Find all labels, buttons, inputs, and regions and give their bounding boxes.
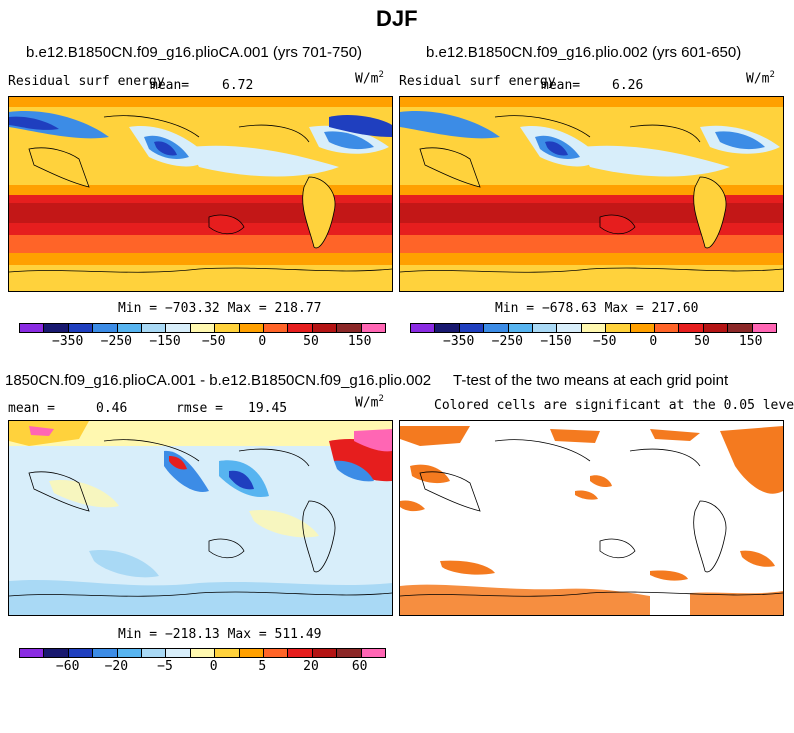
colorbar-swatch — [264, 649, 289, 657]
panel1-title: b.e12.B1850CN.f09_g16.plioCA.001 (yrs 70… — [26, 44, 363, 61]
colorbar-bottom — [19, 648, 386, 658]
map-panel-1 — [8, 96, 393, 292]
colorbar-swatch — [581, 324, 607, 332]
colorbar-tick-label: −60 — [55, 659, 80, 674]
colorbar-top-right — [410, 323, 777, 333]
panel1-mean-label: mean= — [150, 78, 190, 93]
colorbar-swatch — [68, 649, 94, 657]
panel2-minmax: Min = −678.63 Max = 217.60 — [495, 301, 699, 316]
colorbar-top-left — [19, 323, 386, 333]
panel1-minmax: Min = −703.32 Max = 218.77 — [118, 301, 322, 316]
panel3-minmax: Min = −218.13 Max = 511.49 — [118, 627, 322, 642]
colorbar-swatch — [190, 649, 216, 657]
panel2-mean-value: 6.26 — [612, 78, 644, 93]
colorbar-swatch — [630, 324, 656, 332]
colorbar-swatch — [142, 649, 167, 657]
colorbar-swatch — [361, 649, 386, 657]
colorbar-swatch — [679, 324, 704, 332]
colorbar-swatch — [459, 324, 485, 332]
colorbar-tick-label: 50 — [303, 334, 319, 349]
colorbar-swatch — [752, 324, 777, 332]
panel2-title: b.e12.B1850CN.f09_g16.plio.002 (yrs 601-… — [426, 44, 742, 61]
colorbar-tick-label: −50 — [592, 334, 617, 349]
colorbar-swatch — [239, 324, 265, 332]
colorbar-tick-label: 0 — [258, 334, 267, 349]
colorbar-swatch — [533, 324, 558, 332]
map-panel-4 — [399, 420, 784, 616]
energy-map-1 — [9, 97, 392, 291]
colorbar-swatch — [703, 324, 729, 332]
colorbar-tick-label: −20 — [104, 659, 129, 674]
panel4-subtitle: Colored cells are significant at the 0.0… — [434, 398, 794, 413]
panel3-mean-value: 0.46 — [96, 401, 128, 416]
colorbar-tick-label: 150 — [347, 334, 372, 349]
colorbar-swatch — [557, 324, 582, 332]
colorbar-swatch — [117, 324, 143, 332]
colorbar-swatch — [337, 324, 362, 332]
panel1-mean-value: 6.72 — [222, 78, 254, 93]
panel3-mean-label: mean = — [8, 401, 55, 416]
colorbar-swatch — [435, 324, 460, 332]
colorbar-swatch — [44, 324, 69, 332]
colorbar-swatch — [190, 324, 216, 332]
colorbar-tick-label: −5 — [157, 659, 173, 674]
panel4-title: T-test of the two means at each grid poi… — [453, 372, 729, 389]
colorbar-swatch — [264, 324, 289, 332]
colorbar-tick-label: −150 — [540, 334, 572, 349]
colorbar-swatch — [166, 324, 191, 332]
colorbar-swatch — [288, 324, 313, 332]
colorbar-swatch — [508, 324, 534, 332]
colorbar-swatch — [117, 649, 143, 657]
colorbar-tick-label: 20 — [303, 659, 319, 674]
colorbar-swatch — [93, 324, 118, 332]
panel2-mean-label: mean= — [541, 78, 581, 93]
colorbar-tick-label: −50 — [201, 334, 226, 349]
figure-title: DJF — [376, 6, 418, 31]
panel3-units: W/m2 — [355, 394, 384, 411]
difference-map — [9, 421, 392, 615]
colorbar-swatch — [606, 324, 631, 332]
colorbar-tick-label: 60 — [351, 659, 368, 674]
panel1-units: W/m2 — [355, 70, 384, 87]
colorbar-swatch — [312, 649, 338, 657]
panel2-variable: Residual surf energy — [399, 74, 556, 89]
colorbar-swatch — [337, 649, 362, 657]
ttest-map — [400, 421, 783, 615]
colorbar-tick-label: −350 — [52, 334, 84, 349]
panel3-rmse-label: rmse = — [176, 401, 223, 416]
map-panel-2 — [399, 96, 784, 292]
colorbar-swatch — [411, 324, 436, 332]
colorbar-swatch — [68, 324, 94, 332]
colorbar-swatch — [20, 649, 45, 657]
colorbar-swatch — [239, 649, 265, 657]
energy-map-2 — [400, 97, 783, 291]
colorbar-swatch — [288, 649, 313, 657]
colorbar-tick-label: −250 — [100, 334, 132, 349]
colorbar-swatch — [93, 649, 118, 657]
colorbar-swatch — [728, 324, 753, 332]
colorbar-swatch — [312, 324, 338, 332]
colorbar-tick-label: 0 — [209, 659, 218, 674]
colorbar-swatch — [44, 649, 69, 657]
panel3-title: 1850CN.f09_g16.plioCA.001 - b.e12.B1850C… — [5, 372, 432, 389]
colorbar-tick-label: 5 — [258, 659, 267, 674]
panel3-rmse-value: 19.45 — [248, 401, 288, 416]
colorbar-tick-label: −250 — [491, 334, 523, 349]
colorbar-tick-label: 50 — [694, 334, 710, 349]
colorbar-tick-label: 0 — [649, 334, 658, 349]
panel1-variable: Residual surf energy — [8, 74, 165, 89]
panel2-units: W/m2 — [746, 70, 775, 87]
colorbar-swatch — [166, 649, 191, 657]
colorbar-swatch — [215, 324, 240, 332]
colorbar-swatch — [484, 324, 509, 332]
colorbar-tick-label: 150 — [738, 334, 763, 349]
map-panel-3 — [8, 420, 393, 616]
colorbar-swatch — [361, 324, 386, 332]
colorbar-tick-label: −350 — [443, 334, 475, 349]
colorbar-swatch — [215, 649, 240, 657]
colorbar-tick-label: −150 — [149, 334, 181, 349]
colorbar-swatch — [142, 324, 167, 332]
colorbar-swatch — [655, 324, 680, 332]
colorbar-swatch — [20, 324, 45, 332]
